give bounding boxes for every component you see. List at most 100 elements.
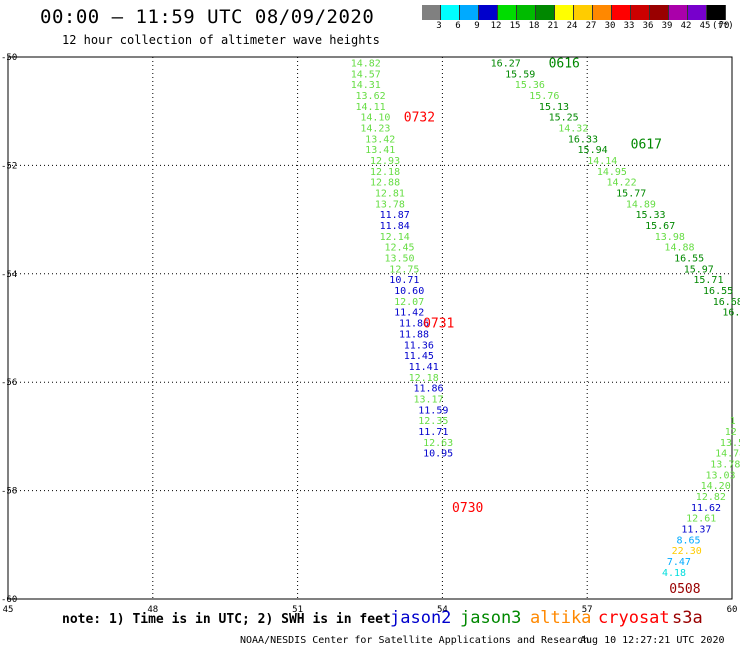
wave-height-value: 14.88 [664, 243, 694, 254]
wave-height-value: 11.86 [399, 319, 429, 330]
wave-height-value: 11.88 [399, 329, 429, 340]
wave-height-value: 11.45 [404, 351, 434, 362]
wave-height-value: 14.11 [356, 102, 386, 113]
pass-time-label: 0732 [404, 111, 435, 126]
wave-height-value: 8.65 [676, 535, 700, 546]
pass-time-label: 0616 [549, 56, 580, 71]
wave-height-value: 15.76 [529, 91, 559, 102]
wave-height-value: 13.50 [384, 254, 414, 265]
colorbar-label: 12 [490, 21, 502, 31]
colorbar-unit: (ft) [712, 21, 734, 31]
wave-height-value: 14.32 [558, 123, 588, 134]
legend-altika: altika [530, 608, 592, 628]
colorbar-swatch [517, 5, 536, 20]
colorbar-swatch [441, 5, 460, 20]
wave-height-value: 16.55 [703, 286, 733, 297]
colorbar-label: 15 [509, 21, 521, 31]
wave-height-value: 12 [725, 427, 737, 438]
wave-height-value: 12.93 [370, 156, 400, 167]
wave-height-value: 14.10 [360, 113, 390, 124]
colorbar-swatch [479, 5, 498, 20]
wave-height-value: 11.42 [394, 308, 424, 319]
wave-height-value: 13.42 [365, 134, 395, 145]
wave-height-value: 12.45 [384, 243, 414, 254]
pass-time-label: 0617 [631, 138, 662, 153]
map-frame [7, 56, 733, 600]
wave-height-value: 16.68 [713, 297, 740, 308]
wave-height-value: 12.07 [394, 297, 424, 308]
wave-height-value: 15.25 [549, 113, 579, 124]
wave-height-value: 15.13 [539, 102, 569, 113]
pass-time-label: 0730 [452, 501, 483, 516]
wave-height-value: 13.78 [375, 199, 405, 210]
colorbar-label: 3 [436, 21, 442, 31]
colorbar-swatch [536, 5, 555, 20]
wave-height-value: 15.67 [645, 221, 675, 232]
wave-height-value: 10.71 [389, 275, 419, 286]
wave-height-value: 11.87 [380, 210, 410, 221]
footer-note: note: 1) Time is in UTC; 2) SWH is in fe… [62, 612, 391, 627]
wave-height-value: 13.5 [720, 438, 740, 449]
colorbar-swatch [707, 5, 726, 20]
colorbar [422, 5, 726, 20]
wave-height-value: 12.82 [696, 492, 726, 503]
legend-jason2: jason2 [390, 608, 452, 628]
colorbar-label: 33 [623, 21, 635, 31]
wave-height-value: 1 [730, 416, 736, 427]
wave-height-value: 22.30 [672, 546, 702, 557]
wave-height-value: 15.59 [505, 69, 535, 80]
colorbar-label: 24 [566, 21, 578, 31]
colorbar-label: 18 [528, 21, 540, 31]
legend-cryosat: cryosat [598, 608, 670, 628]
wave-height-value: 12.81 [375, 189, 405, 200]
wave-height-value: 13.62 [356, 91, 386, 102]
lat-tick-label: -50 [1, 53, 17, 63]
lat-tick-label: -52 [1, 161, 17, 171]
wave-height-value: 14.23 [360, 123, 390, 134]
wave-height-value: 11.41 [409, 362, 439, 373]
wave-height-value: 15.77 [616, 189, 646, 200]
wave-height-value: 14.31 [351, 80, 381, 91]
wave-height-value: 13.98 [655, 232, 685, 243]
lon-tick-label: 57 [582, 605, 593, 615]
pass-time-label: 0508 [669, 582, 700, 597]
wave-height-value: 12.75 [389, 264, 419, 275]
wave-height-value: 11.84 [380, 221, 410, 232]
colorbar-swatch [593, 5, 612, 20]
wave-height-value: 14.22 [607, 178, 637, 189]
lat-tick-label: -58 [1, 487, 17, 497]
colorbar-swatch [555, 5, 574, 20]
lat-tick-label: -56 [1, 378, 17, 388]
wave-height-value: 12.61 [686, 514, 716, 525]
map-subtitle: 12 hour collection of altimeter wave hei… [62, 33, 380, 47]
wave-height-value: 12.88 [370, 178, 400, 189]
wave-height-value: 13.03 [705, 470, 735, 481]
colorbar-label: 21 [547, 21, 559, 31]
colorbar-swatch [498, 5, 517, 20]
wave-height-value: 15.71 [693, 275, 723, 286]
wave-height-value: 16.27 [491, 58, 521, 69]
wave-height-value: 15.36 [515, 80, 545, 91]
wave-height-value: 16.55 [674, 254, 704, 265]
lat-tick-label: -60 [1, 595, 17, 605]
colorbar-swatch [574, 5, 593, 20]
pass-time-label: 0731 [423, 317, 454, 332]
wave-height-value: 14.20 [701, 481, 731, 492]
wave-height-value: 15.94 [578, 145, 608, 156]
wave-height-value: 12.63 [423, 438, 453, 449]
wave-height-value: 14.78 [715, 449, 740, 460]
colorbar-label: 6 [455, 21, 461, 31]
wave-height-value: 12.18 [409, 373, 439, 384]
wave-height-value: 11.86 [413, 384, 443, 395]
colorbar-swatch [422, 5, 441, 20]
wave-height-value: 16.33 [568, 134, 598, 145]
lon-tick-label: 51 [292, 605, 303, 615]
wave-height-value: 11.36 [404, 340, 434, 351]
wave-height-value: 15.97 [684, 264, 714, 275]
wave-height-value: 4.18 [662, 568, 686, 579]
wave-height-value: 13.17 [413, 394, 443, 405]
colorbar-label: 9 [474, 21, 480, 31]
lon-tick-label: 45 [3, 605, 14, 615]
colorbar-swatch [631, 5, 650, 20]
colorbar-label: 70 [718, 21, 730, 31]
